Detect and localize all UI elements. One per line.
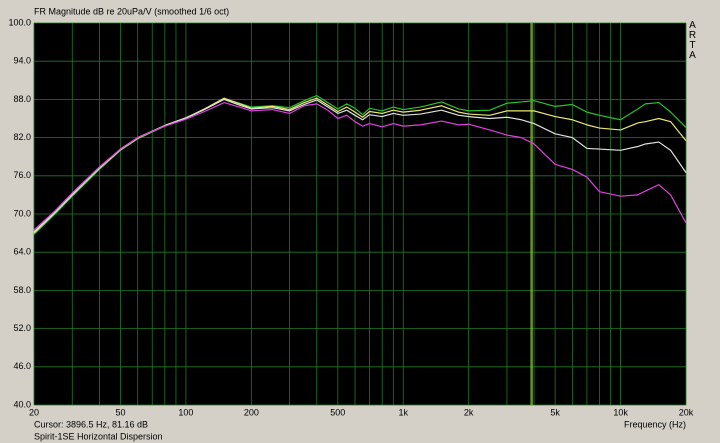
y-tick-label: 82.0 <box>13 132 31 142</box>
chart-title: FR Magnitude dB re 20uPa/V (smoothed 1/6… <box>34 6 229 16</box>
y-tick-label: 88.0 <box>13 94 31 104</box>
brand: ARTA <box>687 20 698 60</box>
x-tick-label: 50 <box>115 407 125 417</box>
y-tick-label: 58.0 <box>13 285 31 295</box>
fr-curve <box>33 101 687 231</box>
x-tick-label: 100 <box>178 407 193 417</box>
y-tick-label: 52.0 <box>13 323 31 333</box>
x-tick-label: 5k <box>550 407 560 417</box>
x-tick-label: 500 <box>330 407 345 417</box>
y-tick-label: 94.0 <box>13 56 31 66</box>
caption: Spirit-1SE Horizontal Dispersion <box>34 431 163 441</box>
fr-curve <box>33 98 687 233</box>
x-tick-label: 200 <box>244 407 259 417</box>
x-tick-label: 2k <box>464 407 474 417</box>
x-tick-label: 20 <box>29 407 39 417</box>
x-tick-label: 1k <box>398 407 408 417</box>
x-tick-label: 20k <box>679 407 694 417</box>
y-tick-label: 40.0 <box>13 399 31 409</box>
y-tick-label: 70.0 <box>13 208 31 218</box>
y-tick-label: 64.0 <box>13 247 31 257</box>
y-tick-label: 46.0 <box>13 361 31 371</box>
cursor-readout: Cursor: 3896.5 Hz, 81.16 dB <box>34 419 148 429</box>
x-tick-label: 10k <box>613 407 628 417</box>
y-tick-label: 76.0 <box>13 170 31 180</box>
x-axis-label: Frequency (Hz) <box>624 419 686 429</box>
y-tick-label: 100.0 <box>8 17 31 27</box>
